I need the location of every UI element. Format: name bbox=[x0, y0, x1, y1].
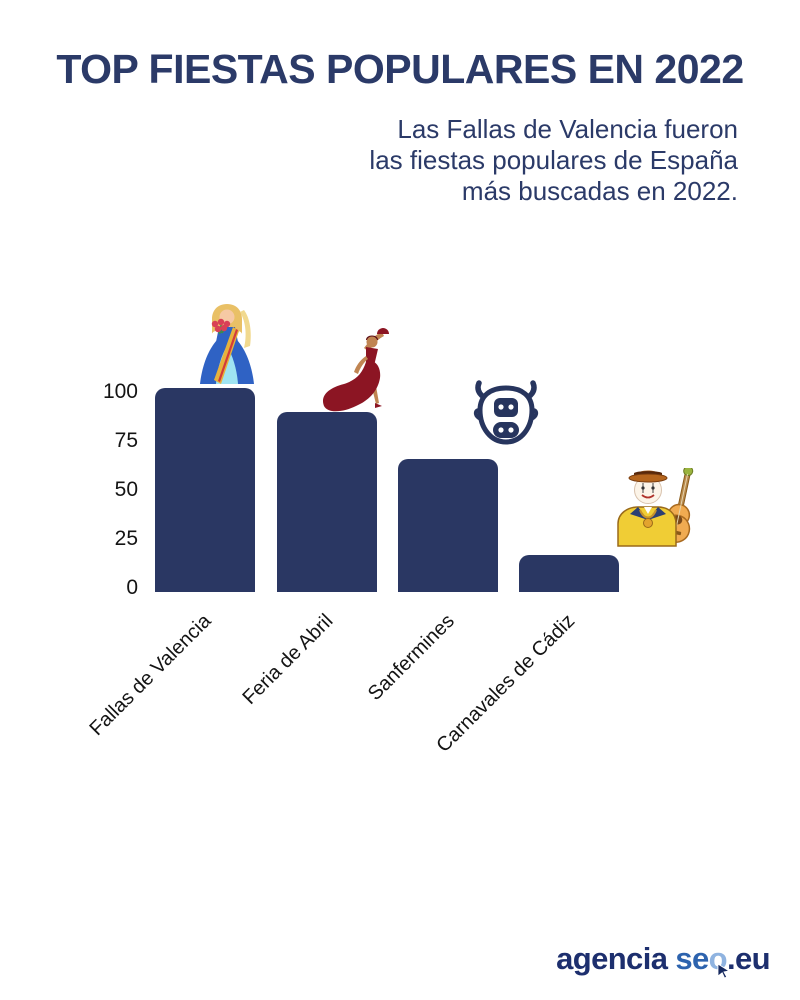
agenciaseo-logo: agencia seo .eu bbox=[556, 941, 771, 979]
logo-agencia: agencia bbox=[556, 941, 668, 976]
logo-o: o bbox=[709, 941, 731, 979]
x-label-fallas-de-valencia: Fallas de Valencia bbox=[85, 610, 216, 741]
y-tick-100: 100 bbox=[102, 380, 138, 403]
y-tick-75: 75 bbox=[114, 429, 138, 452]
bull-icon bbox=[473, 380, 539, 445]
subtitle-line: las fiestas populares de España bbox=[369, 145, 738, 175]
page-title: TOP FIESTAS POPULARES EN 2022 bbox=[56, 46, 744, 92]
fallera-icon bbox=[200, 304, 254, 384]
bar-sanfermines bbox=[398, 459, 498, 592]
subtitle-line: más buscadas en 2022. bbox=[461, 176, 738, 206]
subtitle-line: Las Fallas de Valencia fueron bbox=[397, 114, 738, 144]
bar-carnavales-de-cadiz bbox=[519, 555, 619, 592]
carnival-singer-guitar-icon bbox=[617, 468, 694, 547]
bar-fallas-de-valencia bbox=[155, 388, 255, 592]
subtitle: Las Fallas de Valencia fueron las fiesta… bbox=[369, 114, 738, 207]
y-tick-50: 50 bbox=[114, 478, 138, 501]
x-label-carnavales-de-cadiz: Carnavales de Cádiz bbox=[432, 610, 580, 757]
x-label-sanfermines: Sanfermines bbox=[363, 610, 459, 705]
y-tick-25: 25 bbox=[114, 527, 138, 550]
logo-eu: .eu bbox=[727, 941, 771, 976]
logo-se: se bbox=[675, 941, 709, 976]
mouse-cursor-icon bbox=[717, 963, 731, 979]
flamenco-dancer-icon bbox=[322, 328, 389, 412]
y-tick-0: 0 bbox=[126, 576, 138, 599]
bar-feria-de-abril bbox=[277, 412, 377, 592]
x-label-feria-de-abril: Feria de Abril bbox=[238, 610, 338, 709]
